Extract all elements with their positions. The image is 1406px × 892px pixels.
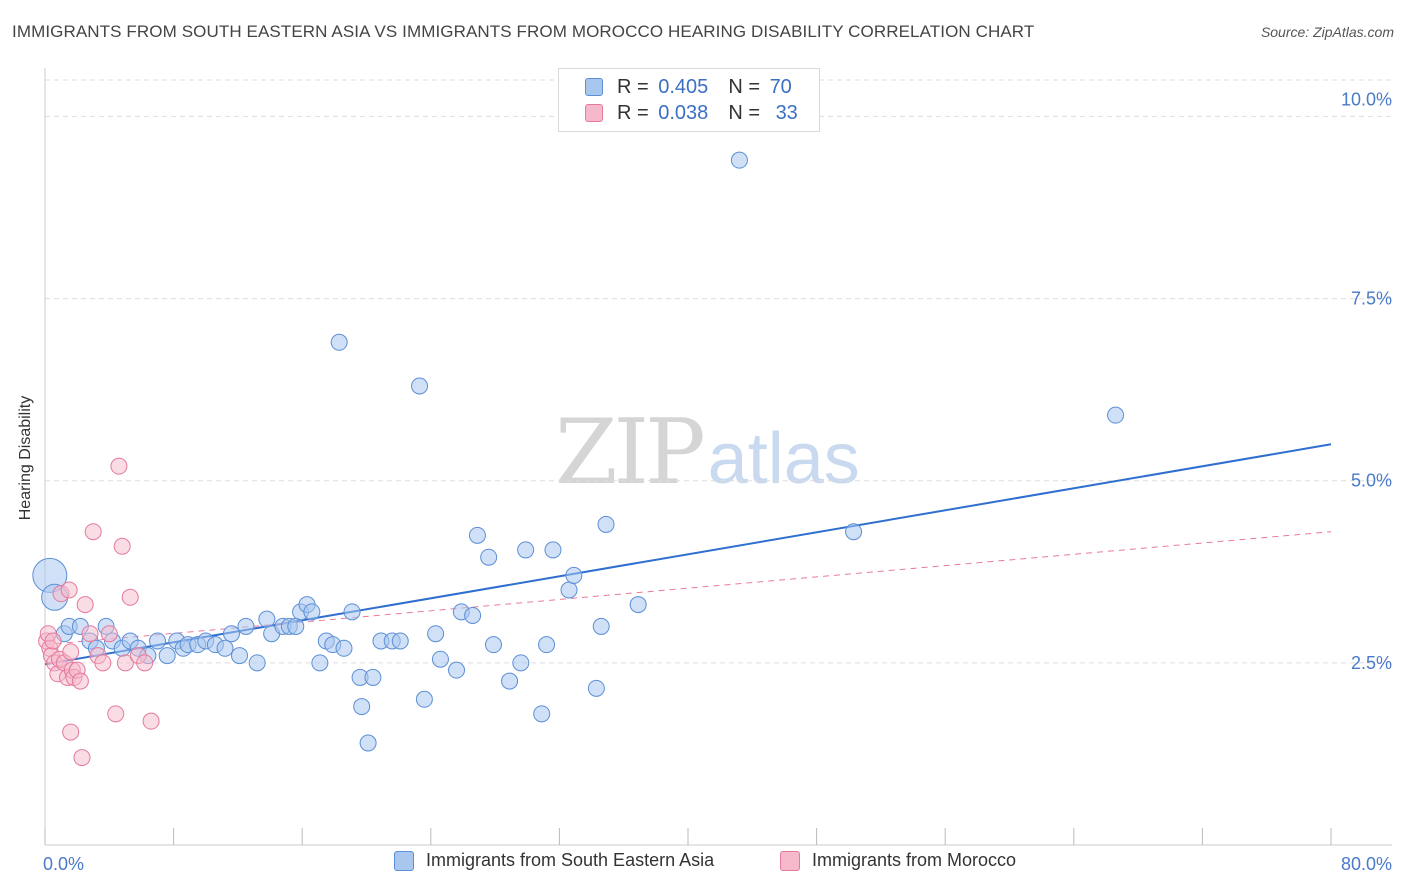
data-point-south-eastern-asia: [592, 617, 610, 635]
trend-lines: [44, 443, 1332, 666]
y-tick-label: 2.5%: [1351, 653, 1392, 673]
data-point-south-eastern-asia: [343, 603, 361, 621]
data-point-south-eastern-asia: [517, 541, 535, 559]
data-point-south-eastern-asia: [216, 639, 234, 657]
data-point-south-eastern-asia: [501, 672, 519, 690]
data-point-south-eastern-asia: [565, 566, 583, 584]
trend-line-south-eastern-asia: [44, 443, 1332, 666]
data-point-morocco: [142, 712, 160, 730]
bottom-legend-swatch-pink: [780, 850, 800, 871]
data-point-south-eastern-asia: [484, 636, 502, 654]
data-point-south-eastern-asia: [415, 690, 433, 708]
legend-row-south-eastern-asia: R = 0.405 N = 70: [585, 74, 792, 100]
legend-n-value: 33: [775, 101, 798, 124]
data-point-south-eastern-asia: [231, 647, 249, 665]
axes: [44, 68, 1392, 846]
data-point-morocco: [62, 643, 80, 661]
legend-row-morocco: R = 0.038 N = 33: [585, 100, 798, 126]
data-point-south-eastern-asia: [480, 548, 498, 566]
correlation-legend: R = 0.405 N = 70 R = 0.038 N = 33: [558, 68, 820, 132]
watermark-atlas: atlas: [707, 419, 860, 499]
legend-swatch-blue: [585, 78, 603, 96]
data-point-morocco: [121, 588, 139, 606]
data-point-south-eastern-asia: [533, 705, 551, 723]
data-point-south-eastern-asia: [431, 650, 449, 668]
data-point-morocco: [44, 632, 62, 650]
legend-swatch-pink: [585, 104, 603, 122]
data-point-south-eastern-asia: [303, 603, 321, 621]
data-point-south-eastern-asia: [587, 679, 605, 697]
data-point-south-eastern-asia: [597, 515, 615, 533]
data-point-south-eastern-asia: [330, 333, 348, 351]
data-point-south-eastern-asia: [359, 734, 377, 752]
data-point-south-eastern-asia: [468, 526, 486, 544]
data-point-morocco: [81, 625, 99, 643]
data-point-morocco: [84, 523, 102, 541]
data-point-morocco: [136, 654, 154, 672]
data-point-south-eastern-asia: [560, 581, 578, 599]
data-point-south-eastern-asia: [1107, 406, 1125, 424]
data-point-south-eastern-asia: [845, 523, 863, 541]
data-point-south-eastern-asia: [448, 661, 466, 679]
data-point-south-eastern-asia: [222, 625, 240, 643]
data-point-south-eastern-asia: [237, 617, 255, 635]
data-point-morocco: [110, 457, 128, 475]
bottom-legend-label: Immigrants from Morocco: [812, 850, 1017, 870]
data-point-south-eastern-asia: [411, 377, 429, 395]
data-point-south-eastern-asia: [544, 541, 562, 559]
legend-n-label: N =: [728, 101, 760, 124]
y-tick-label: 10.0%: [1341, 89, 1392, 109]
legend-r-value: 0.038: [658, 101, 709, 124]
data-point-morocco: [113, 537, 131, 555]
legend-r-value: 0.405: [658, 75, 709, 98]
data-point-south-eastern-asia: [158, 647, 176, 665]
watermark: ZIPatlas: [555, 400, 860, 505]
chart-title: IMMIGRANTS FROM SOUTH EASTERN ASIA VS IM…: [12, 22, 1035, 41]
legend-n-value: 70: [769, 75, 792, 98]
data-point-morocco: [94, 654, 112, 672]
y-tick-label: 5.0%: [1351, 471, 1392, 491]
source-attribution: Source: ZipAtlas.com: [1260, 24, 1394, 40]
x-tick-label: 0.0%: [43, 854, 84, 874]
data-point-morocco: [60, 581, 78, 599]
bottom-legend-morocco: Immigrants from Morocco: [780, 850, 1016, 871]
data-point-morocco: [62, 723, 80, 741]
data-point-morocco: [73, 749, 91, 767]
legend-n-label: N =: [728, 75, 760, 98]
data-point-south-eastern-asia: [335, 639, 353, 657]
data-point-south-eastern-asia: [248, 654, 266, 672]
data-point-south-eastern-asia: [353, 698, 371, 716]
data-point-south-eastern-asia: [311, 654, 329, 672]
bottom-legend-swatch-blue: [394, 850, 414, 871]
tick-labels: 2.5% 5.0% 7.5% 10.0% 0.0% 80.0%: [43, 89, 1392, 874]
data-point-south-eastern-asia: [538, 636, 556, 654]
data-point-morocco: [76, 596, 94, 614]
data-point-morocco: [116, 654, 134, 672]
data-point-morocco: [100, 625, 118, 643]
series-morocco: [38, 457, 160, 767]
data-point-south-eastern-asia: [391, 632, 409, 650]
data-point-morocco: [107, 705, 125, 723]
bottom-legend-label: Immigrants from South Eastern Asia: [426, 850, 715, 870]
data-point-south-eastern-asia: [287, 617, 305, 635]
grid-lines: [45, 79, 1392, 664]
data-point-morocco: [71, 672, 89, 690]
data-point-south-eastern-asia: [149, 632, 167, 650]
x-tick-label: 80.0%: [1341, 854, 1392, 874]
data-point-south-eastern-asia: [730, 151, 748, 169]
watermark-zip: ZIP: [555, 400, 706, 505]
bottom-legend-south-eastern-asia: Immigrants from South Eastern Asia: [394, 850, 714, 871]
y-tick-label: 7.5%: [1351, 289, 1392, 309]
legend-r-label: R =: [617, 75, 649, 98]
data-point-south-eastern-asia: [464, 607, 482, 624]
legend-r-label: R =: [617, 101, 649, 124]
data-point-south-eastern-asia: [364, 668, 382, 686]
data-point-south-eastern-asia: [258, 610, 276, 628]
data-point-south-eastern-asia: [512, 654, 530, 672]
series-south-eastern-asia: [32, 151, 1125, 752]
data-point-south-eastern-asia: [427, 625, 445, 643]
data-point-south-eastern-asia: [629, 596, 647, 614]
